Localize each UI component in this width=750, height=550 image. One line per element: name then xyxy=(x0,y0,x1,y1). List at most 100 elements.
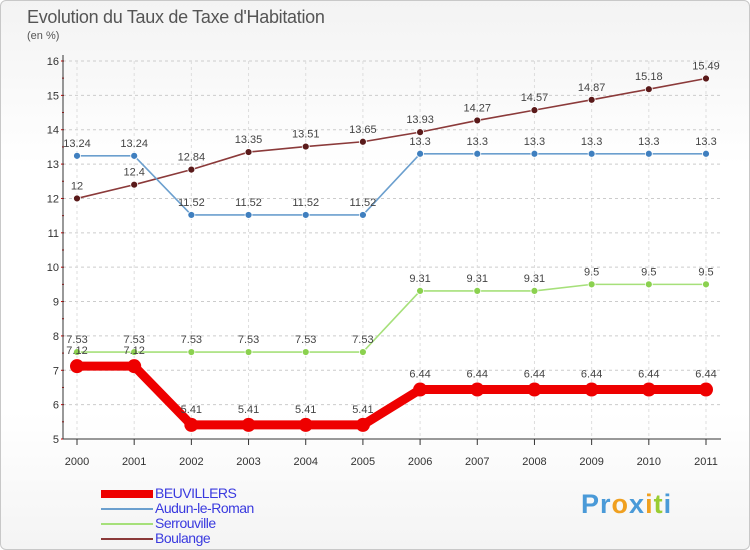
data-label: 7.12 xyxy=(123,345,144,357)
data-label: 5.41 xyxy=(295,404,316,416)
data-point xyxy=(127,359,142,374)
data-point xyxy=(644,85,653,94)
data-label: 13.24 xyxy=(63,138,91,150)
data-label: 12.84 xyxy=(178,152,206,164)
data-label: 5.41 xyxy=(238,404,259,416)
data-label: 11.52 xyxy=(235,197,262,209)
series xyxy=(70,74,713,432)
data-label: 14.87 xyxy=(578,82,606,94)
data-label: 6.44 xyxy=(638,369,659,381)
data-point xyxy=(641,382,656,397)
data-point xyxy=(301,211,310,219)
logo-letter: P xyxy=(581,489,601,519)
x-tick-label: 2009 xyxy=(579,456,603,468)
data-label: 7.53 xyxy=(123,334,144,346)
y-tick-label: 13 xyxy=(47,159,59,171)
data-point xyxy=(416,149,424,158)
legend-label: BEUVILLERS xyxy=(155,485,237,501)
data-point xyxy=(416,286,424,295)
data-label: 7.53 xyxy=(352,334,373,346)
data-point xyxy=(359,348,367,356)
data-label: 5.41 xyxy=(181,404,202,416)
y-tick-label: 7 xyxy=(53,365,59,377)
data-point xyxy=(70,359,84,374)
data-label: 11.52 xyxy=(350,197,377,209)
axes: 5 6 7 8 9 10 11 12 13 14 15 16 2000 2001 2002 2003 2004 2… xyxy=(47,55,721,468)
data-point xyxy=(644,149,653,158)
data-label: 13.51 xyxy=(292,129,320,141)
data-label: 14.57 xyxy=(521,92,549,104)
data-point xyxy=(644,280,653,289)
data-point xyxy=(298,417,313,432)
y-tick-label: 11 xyxy=(48,228,59,240)
data-label: 6.44 xyxy=(467,369,488,381)
x-tick-label: 2000 xyxy=(65,456,89,468)
legend-label: Serrouville xyxy=(155,515,216,531)
data-label: 13.3 xyxy=(524,136,545,148)
data-point xyxy=(530,286,539,295)
data-point xyxy=(301,142,310,151)
data-point xyxy=(244,348,253,356)
data-point xyxy=(184,417,199,432)
data-point xyxy=(359,137,367,146)
data-label: 12.4 xyxy=(123,167,144,179)
data-point xyxy=(473,116,482,125)
data-label: 13.3 xyxy=(467,136,488,148)
y-tick-label: 5 xyxy=(53,434,59,446)
x-tick-label: 2006 xyxy=(408,456,432,468)
legend-swatch xyxy=(101,538,153,540)
data-label: 9.5 xyxy=(698,266,713,278)
data-label: 7.53 xyxy=(66,334,87,346)
data-label: 11.52 xyxy=(292,197,319,209)
data-label: 6.44 xyxy=(695,369,716,381)
x-tick-label: 2001 xyxy=(122,456,146,468)
series-line-serrouville xyxy=(77,283,706,353)
data-point xyxy=(416,128,424,137)
data-point xyxy=(130,348,139,356)
x-tick-label: 2011 xyxy=(694,456,718,468)
logo-letter: r xyxy=(600,489,612,519)
data-label: 13.93 xyxy=(406,114,434,126)
data-label: 7.12 xyxy=(66,345,87,357)
data-point xyxy=(699,382,713,397)
data-point xyxy=(530,149,539,158)
data-label: 15.49 xyxy=(692,61,720,73)
y-tick-label: 8 xyxy=(53,331,59,343)
data-point xyxy=(413,382,428,397)
data-point xyxy=(73,151,81,160)
data-point xyxy=(587,280,596,289)
data-labels: 7.12 7.12 5.41 5.41 5.41 5.41 6.44 6.44 6.44 6.44… xyxy=(63,61,720,416)
data-point xyxy=(244,211,253,219)
data-label: 9.5 xyxy=(584,266,599,278)
y-tick-label: 14 xyxy=(47,125,59,137)
data-label: 9.31 xyxy=(524,273,545,285)
data-point xyxy=(130,180,139,189)
data-point xyxy=(530,106,539,115)
data-point xyxy=(702,149,710,158)
y-tick-label: 10 xyxy=(47,262,59,274)
data-point xyxy=(584,382,599,397)
data-label: 11.52 xyxy=(178,197,205,209)
data-label: 9.5 xyxy=(641,266,656,278)
x-tick-label: 2002 xyxy=(179,456,203,468)
data-label: 13.3 xyxy=(409,136,430,148)
data-label: 12 xyxy=(71,180,83,192)
y-tick-label: 16 xyxy=(47,56,59,68)
data-label: 5.41 xyxy=(352,404,373,416)
data-label: 9.31 xyxy=(467,273,488,285)
data-point xyxy=(187,348,196,356)
legend-label: Boulange xyxy=(155,530,211,546)
y-tick-label: 9 xyxy=(53,297,59,309)
series-line-audun-le-roman xyxy=(77,152,706,216)
data-point xyxy=(702,280,710,289)
data-point xyxy=(73,194,81,203)
series-line-beuvillers xyxy=(77,361,706,430)
data-point xyxy=(241,417,256,432)
data-label: 9.31 xyxy=(409,273,430,285)
data-label: 7.53 xyxy=(238,334,259,346)
legend-swatch xyxy=(101,523,153,525)
data-point xyxy=(355,417,370,432)
x-tick-label: 2003 xyxy=(236,456,260,468)
